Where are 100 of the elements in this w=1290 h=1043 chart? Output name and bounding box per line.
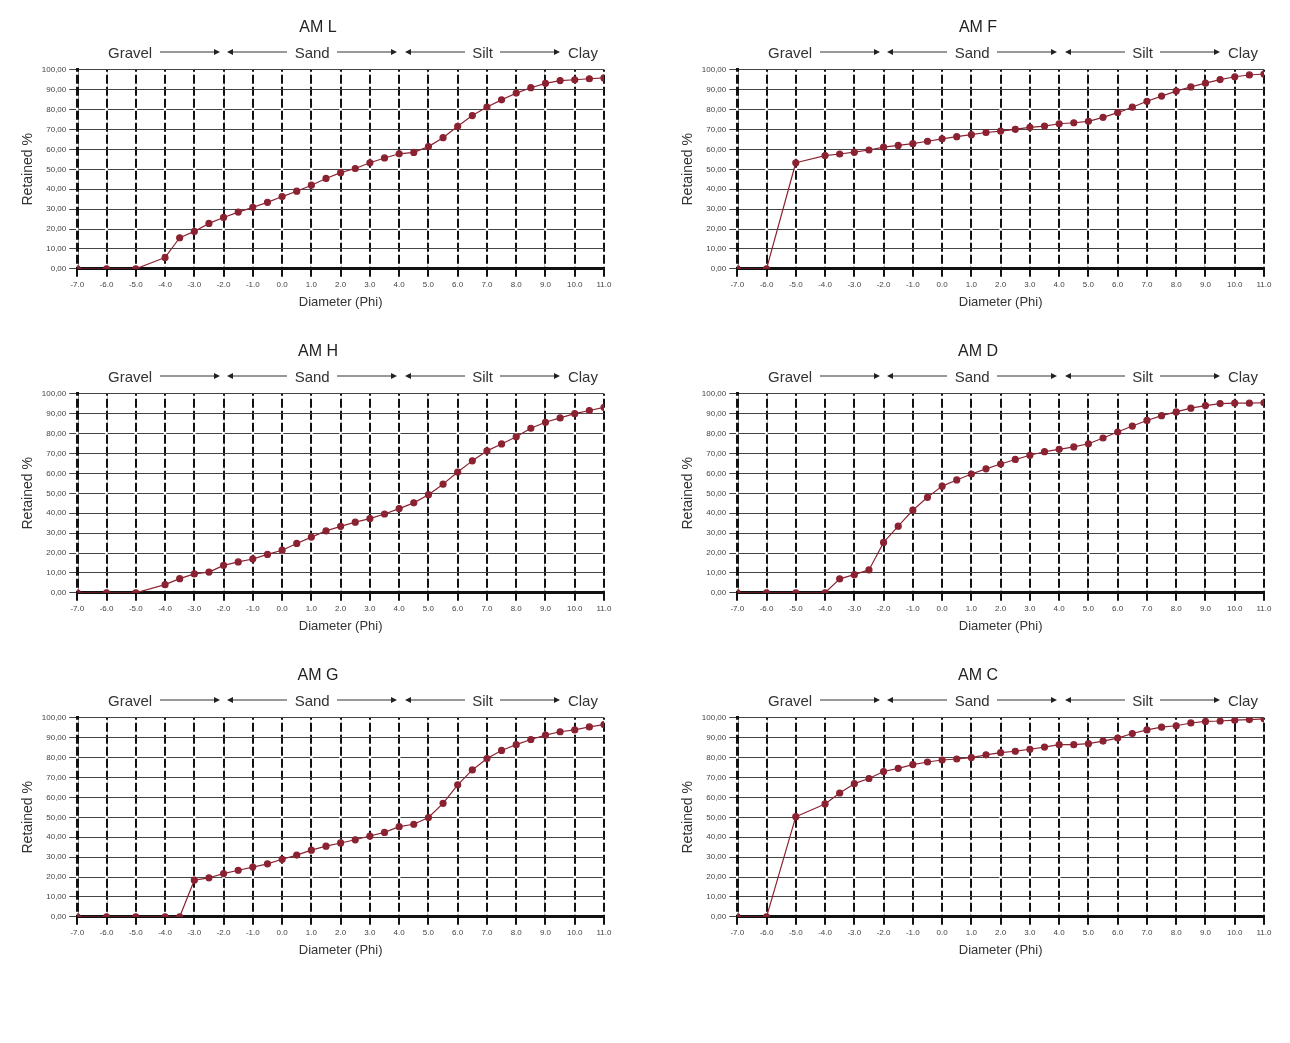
x-tick-label: 1.0	[965, 603, 978, 613]
x-tick-label: 8.0	[1170, 279, 1183, 289]
point	[585, 406, 593, 415]
x-axis-title: Diameter (Phi)	[958, 617, 1043, 633]
point	[1099, 434, 1107, 442]
x-tick-label: -4.0	[818, 927, 833, 937]
text: Silt	[1132, 43, 1153, 61]
point	[821, 800, 829, 808]
point	[1187, 404, 1195, 412]
point	[953, 476, 961, 484]
point	[1128, 103, 1136, 111]
x-tick-label: 7.0	[1141, 279, 1154, 289]
point	[337, 839, 345, 847]
point	[1245, 71, 1253, 79]
x-tick-label: -2.0	[216, 603, 232, 613]
point	[541, 418, 550, 426]
x-tick-label: -1.0	[245, 279, 261, 289]
text: Gravel	[768, 691, 813, 709]
y-tick-label: 100,00	[41, 65, 67, 74]
y-tick-label: 100,00	[701, 65, 727, 74]
point	[1143, 416, 1151, 425]
point	[938, 482, 946, 490]
y-tick-label: 20,00	[46, 548, 67, 558]
point	[410, 820, 418, 828]
point	[278, 855, 286, 863]
point	[1128, 422, 1136, 430]
x-tick-label: -6.0	[759, 279, 774, 289]
point	[322, 527, 330, 535]
point	[439, 480, 447, 488]
y-tick-label: 40,00	[46, 184, 67, 194]
point	[1070, 443, 1078, 451]
y-tick-label: 20,00	[46, 224, 67, 234]
y-tick-label: 60,00	[706, 792, 727, 802]
x-axis-title: Diameter (Phi)	[958, 941, 1043, 957]
y-tick-label: 10,00	[706, 892, 727, 902]
x-tick-label: 4.0	[393, 927, 406, 937]
point	[953, 755, 961, 763]
point	[322, 174, 330, 183]
x-tick-label: 3.0	[1024, 927, 1037, 937]
y-tick-label: 0,00	[710, 588, 727, 597]
point	[1157, 412, 1166, 420]
y-tick-label: 80,00	[706, 752, 727, 762]
x-tick-label: 0.0	[936, 603, 949, 613]
point	[585, 75, 593, 83]
point	[527, 424, 535, 432]
x-tick-label: -4.0	[818, 279, 833, 289]
point	[894, 141, 902, 150]
point	[1070, 119, 1078, 127]
x-tick-label: 6.0	[452, 279, 464, 289]
point	[1245, 399, 1253, 407]
y-tick-label: 70,00	[706, 448, 727, 458]
x-tick-label: -7.0	[730, 927, 745, 937]
text: Sand	[954, 367, 990, 385]
x-tick-label: 4.0	[393, 603, 406, 613]
chart-title: AM H	[297, 342, 339, 360]
y-tick-label: 70,00	[46, 772, 67, 782]
point	[410, 148, 418, 156]
point	[1011, 455, 1019, 464]
point	[307, 533, 315, 541]
x-tick-label: 7.0	[1141, 603, 1154, 613]
point	[512, 741, 520, 749]
x-tick-label: -6.0	[99, 603, 114, 613]
y-tick-label: 50,00	[706, 812, 727, 822]
point	[850, 148, 858, 156]
x-axis-title: Diameter (Phi)	[298, 617, 383, 633]
point	[997, 749, 1005, 757]
y-tick-label: 20,00	[706, 224, 727, 234]
point	[380, 154, 389, 162]
y-tick-label: 30,00	[706, 204, 727, 214]
point	[293, 539, 301, 548]
y-tick-label: 100,00	[701, 713, 727, 722]
point	[205, 874, 213, 882]
x-tick-label: 10.0	[1226, 603, 1244, 613]
point	[1143, 97, 1151, 105]
point	[556, 728, 564, 736]
x-tick-label: -2.0	[876, 279, 892, 289]
y-tick-label: 40,00	[46, 832, 67, 842]
x-tick-label: -5.0	[128, 279, 144, 289]
x-tick-label: -2.0	[216, 279, 232, 289]
point	[1157, 92, 1166, 100]
point	[894, 764, 902, 772]
point	[953, 133, 961, 141]
x-tick-label: 11.0	[1256, 603, 1273, 613]
x-tick-label: 5.0	[422, 279, 435, 289]
x-tick-label: -1.0	[905, 279, 921, 289]
point	[439, 799, 447, 807]
y-tick-label: 80,00	[46, 752, 67, 762]
point	[454, 781, 462, 789]
point	[1114, 734, 1122, 742]
point	[556, 414, 564, 422]
x-tick-label: 11.0	[596, 603, 613, 613]
point	[1143, 726, 1151, 734]
point	[1231, 73, 1239, 81]
y-tick-label: 80,00	[46, 104, 67, 114]
y-tick-label: 90,00	[706, 84, 727, 94]
x-tick-label: 0.0	[936, 279, 949, 289]
x-tick-label: 1.0	[305, 927, 318, 937]
y-tick-label: 30,00	[46, 204, 67, 214]
point	[307, 181, 315, 189]
point	[497, 96, 506, 104]
